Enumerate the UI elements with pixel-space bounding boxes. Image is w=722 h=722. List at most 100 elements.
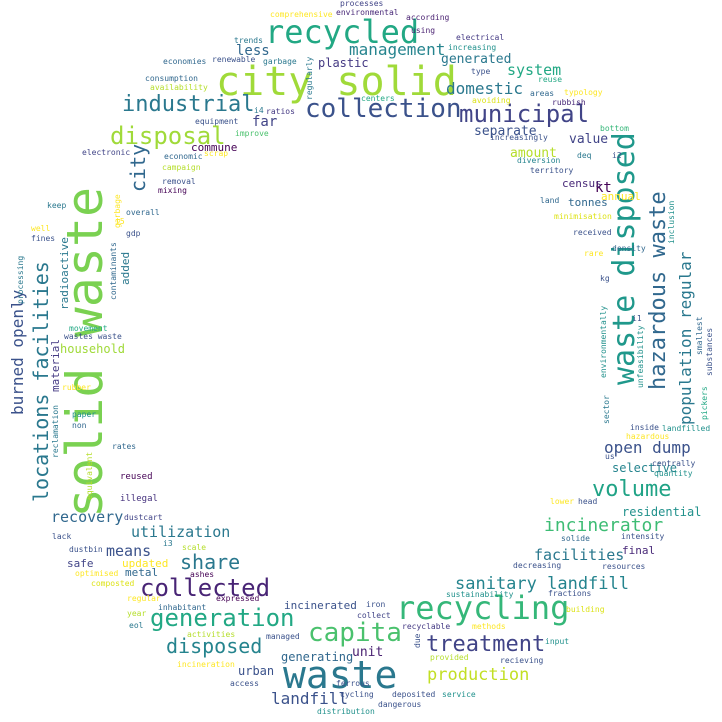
word-reused: reused xyxy=(120,472,153,482)
word-regular: regular xyxy=(127,594,161,603)
word-city: city xyxy=(126,143,150,192)
word-domestic: domestic xyxy=(446,79,524,98)
word-separate: separate xyxy=(474,124,537,139)
word-expressed: expressed xyxy=(216,594,260,603)
word-centrally: centrally xyxy=(652,459,696,468)
word-processing: processing xyxy=(16,255,25,304)
word-hazardous-2: hazardous xyxy=(626,432,670,441)
word-input: input xyxy=(545,637,570,646)
word-deq: deq xyxy=(577,151,592,160)
word-i1: i1 xyxy=(632,314,642,323)
word-rates: rates xyxy=(112,442,137,451)
word-kg: kg xyxy=(600,274,610,283)
word-selective: selective xyxy=(612,461,678,475)
word-cycling: cycling xyxy=(340,690,374,699)
word-processes: processes xyxy=(340,0,384,8)
word-far: far xyxy=(252,114,278,130)
word-population-regular: population regular xyxy=(676,251,695,425)
word-disposal: disposal xyxy=(110,122,226,150)
word-density: density xyxy=(612,244,646,253)
word-final: final xyxy=(622,544,656,557)
word-composted: composted xyxy=(91,579,135,588)
word-electronic: electronic xyxy=(82,148,131,157)
word-substances: substances xyxy=(705,327,714,376)
word-head: head xyxy=(578,497,598,506)
word-garbage: garbage xyxy=(263,57,297,66)
word-dustbin: dustbin xyxy=(69,545,103,554)
word-material: material xyxy=(49,339,62,392)
word-reuse: reuse xyxy=(538,75,563,84)
word-system: system xyxy=(507,61,562,79)
word-lower: lower xyxy=(550,497,575,506)
word-sustainability: sustainability xyxy=(446,590,514,599)
word-facilities: facilities xyxy=(534,546,625,564)
word-lack: lack xyxy=(52,532,72,541)
word-commune: commune xyxy=(191,141,238,154)
word-recycled: recycled xyxy=(265,13,420,51)
word-fractions: fractions xyxy=(548,589,592,598)
word-unfeasibility: unfeasibility xyxy=(636,325,645,388)
word-year: year xyxy=(127,609,147,618)
word-economic: economic xyxy=(164,152,203,161)
word-overall: overall xyxy=(126,208,160,217)
word-comprehensive: comprehensive xyxy=(270,10,333,19)
word-city-solid: city solid xyxy=(216,59,457,105)
word-generating: generating xyxy=(281,650,354,664)
word-environmentally: environmentally xyxy=(599,305,608,378)
word-consumption: consumption xyxy=(145,74,198,83)
word-waste: waste xyxy=(283,653,398,697)
word-provided: provided xyxy=(430,653,469,662)
word-us: us xyxy=(605,452,615,461)
word-electrical: electrical xyxy=(456,33,505,42)
word-paper: paper xyxy=(72,410,97,419)
word-production: production xyxy=(427,665,530,685)
word-non: non xyxy=(72,421,87,430)
word-avoiding: avoiding xyxy=(472,96,511,105)
word-locations-facilities: locations facilities xyxy=(29,261,53,502)
word-incineration: incineration xyxy=(177,660,235,669)
word-open-dump: open dump xyxy=(604,438,691,457)
word-due: due xyxy=(413,633,422,648)
word-pickers: pickers xyxy=(700,386,709,420)
word-increasing: increasing xyxy=(448,43,497,52)
word-removal: removal xyxy=(162,177,196,186)
word-municipal: municipal xyxy=(459,100,590,128)
word-unit: unit xyxy=(352,645,384,660)
word-radioactive: radioactive xyxy=(58,237,71,310)
word-gdp: gdp xyxy=(126,229,141,238)
word-added: added xyxy=(119,251,132,285)
word-landfilled: landfilled xyxy=(662,424,711,433)
word-means: means xyxy=(106,542,152,560)
word-tonnes: tonnes xyxy=(568,196,608,209)
word-rare: rare xyxy=(584,249,604,258)
word-inhabitant: inhabitant xyxy=(158,603,207,612)
word-environmental: environmental xyxy=(336,8,399,17)
word-resources: resources xyxy=(602,562,646,571)
word-deposited: deposited xyxy=(392,690,436,699)
word-bottom: bottom xyxy=(600,124,629,133)
word-improve: improve xyxy=(235,129,269,138)
word-reclamation: reclamation xyxy=(51,405,60,458)
word-availability: availability xyxy=(150,83,208,92)
word-wastes-waste: wastes waste xyxy=(64,332,122,341)
word-building: building xyxy=(566,605,605,614)
word-diversion: diversion xyxy=(517,156,561,165)
word-iron: iron xyxy=(366,600,386,609)
word-updated: updated xyxy=(122,557,169,570)
word-mixing: mixing xyxy=(158,186,187,195)
word-recycling: recycling xyxy=(396,589,570,627)
word-eol: eol xyxy=(129,621,144,630)
word-fines: fines xyxy=(31,234,56,243)
word-ratios: ratios xyxy=(266,107,295,116)
word-scale: scale xyxy=(182,543,207,552)
word-incinerator: incinerator xyxy=(544,515,664,536)
word-trends: trends xyxy=(234,36,263,45)
word-recieving: recieving xyxy=(500,656,544,665)
word-areas: areas xyxy=(530,89,555,98)
word-value: value xyxy=(569,132,609,147)
word-i4: i4 xyxy=(254,106,264,115)
word-i3: i3 xyxy=(163,539,173,548)
word-movement: movement xyxy=(69,324,108,333)
word-collected: collected xyxy=(140,574,271,602)
